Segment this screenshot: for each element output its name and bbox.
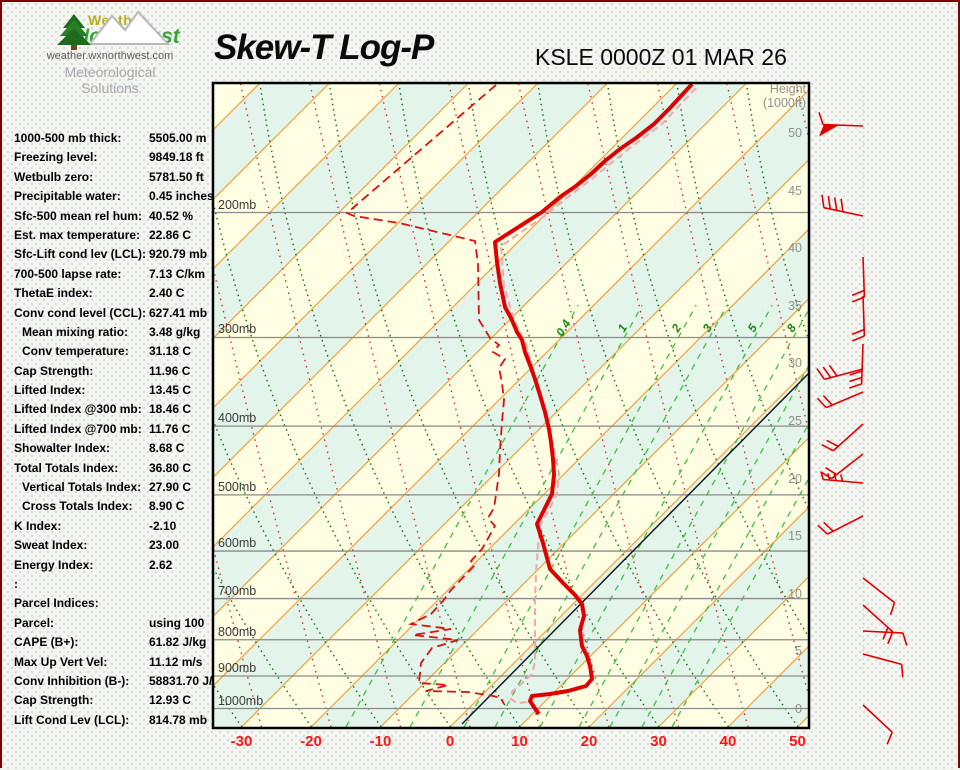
pressure-level-label: 300mb — [218, 322, 256, 336]
pressure-level-label: 600mb — [218, 536, 256, 550]
height-tick-label: 35 — [768, 299, 802, 313]
temperature-tick-label: 50 — [776, 733, 820, 750]
wind-barb — [821, 473, 863, 483]
wind-barb — [822, 424, 863, 451]
isotherm-line — [798, 84, 960, 727]
height-tick-label: 50 — [768, 126, 802, 140]
wind-barb — [817, 392, 863, 408]
wind-barb — [818, 516, 863, 534]
pressure-level-label: 1000mb — [218, 694, 263, 708]
pressure-level-label: 700mb — [218, 584, 256, 598]
wind-barb — [849, 344, 863, 388]
pressure-level-label: 500mb — [218, 480, 256, 494]
wind-barb — [863, 605, 893, 644]
temperature-tick-label: 0 — [428, 733, 472, 750]
temperature-tick-label: -10 — [359, 733, 403, 750]
temperature-tick-label: 40 — [706, 733, 750, 750]
height-tick-label: 10 — [768, 587, 802, 601]
height-tick-label: 25 — [768, 414, 802, 428]
height-tick-label: 0 — [768, 702, 802, 716]
wind-barb — [820, 454, 863, 479]
temperature-tick-label: -30 — [220, 733, 264, 750]
wind-barb — [852, 296, 864, 341]
moist-adiabat-line — [32, 84, 192, 727]
temperature-tick-label: 10 — [498, 733, 542, 750]
pressure-level-label: 900mb — [218, 661, 256, 675]
pressure-level-label: 800mb — [218, 625, 256, 639]
temperature-tick-label: -20 — [289, 733, 333, 750]
pressure-level-label: 200mb — [218, 198, 256, 212]
height-axis-header: Height(1000ft) — [750, 82, 806, 110]
height-tick-label: 15 — [768, 529, 802, 543]
wind-barb — [822, 195, 863, 216]
wind-barb — [863, 654, 903, 677]
moist-adiabat-line — [797, 84, 957, 727]
temperature-tick-label: 20 — [567, 733, 611, 750]
height-tick-label: 20 — [768, 472, 802, 486]
height-axis-header-line: (1000ft) — [750, 96, 806, 110]
height-axis-header-line: Height — [750, 82, 806, 96]
height-tick-label: 45 — [768, 184, 802, 198]
temperature-tick-label: 30 — [637, 733, 681, 750]
wind-barb — [863, 705, 892, 744]
pressure-level-label: 400mb — [218, 411, 256, 425]
wind-barb — [819, 112, 863, 136]
height-tick-label: 40 — [768, 241, 802, 255]
height-tick-label: 5 — [768, 644, 802, 658]
dry-adiabat-line — [816, 84, 960, 727]
dry-adiabat-line — [2, 84, 242, 727]
height-tick-label: 30 — [768, 356, 802, 370]
